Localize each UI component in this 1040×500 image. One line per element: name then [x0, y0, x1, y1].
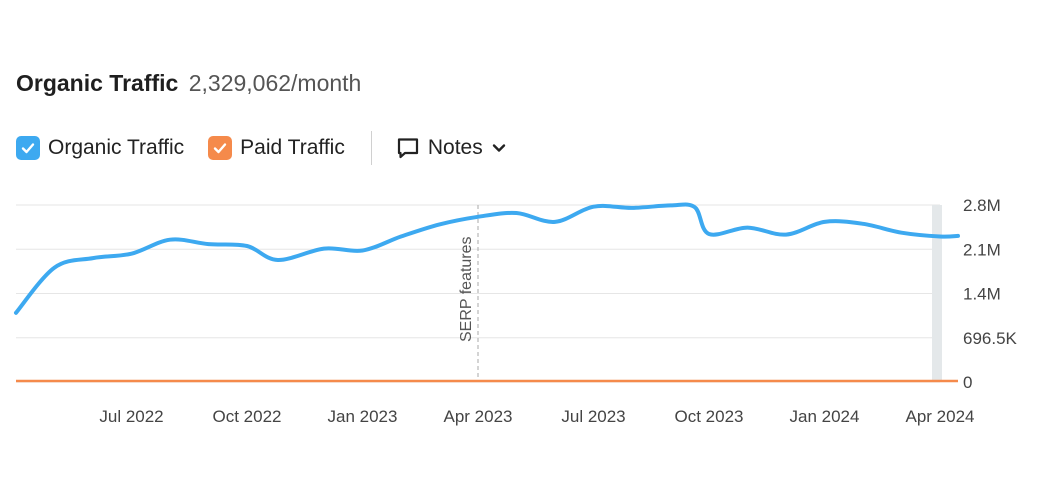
y-tick-label: 696.5K: [963, 329, 1018, 348]
legend: Organic Traffic Paid Traffic Notes: [16, 131, 507, 165]
chart-header: Organic Traffic 2,329,062/month: [16, 70, 361, 97]
y-tick-label: 0: [963, 373, 972, 392]
x-tick-label: Jan 2023: [328, 407, 398, 426]
notes-label: Notes: [427, 136, 483, 159]
x-tick-label: Oct 2022: [213, 407, 282, 426]
x-tick-label: Jul 2022: [99, 407, 163, 426]
traffic-value: 2,329,062/month: [188, 70, 362, 96]
chevron-down-icon: [492, 144, 505, 152]
y-tick-label: 1.4M: [963, 285, 1001, 304]
legend-divider: [370, 131, 372, 165]
checkmark-icon[interactable]: [208, 136, 233, 160]
legend-paid-label: Paid Traffic: [240, 136, 345, 159]
legend-organic-label: Organic Traffic: [48, 136, 185, 159]
legend-paid-traffic[interactable]: Paid Traffic: [208, 136, 345, 160]
comment-icon: [397, 138, 418, 159]
annotation-label: SERP features: [458, 236, 475, 342]
series-line-organic-traffic[interactable]: [14, 202, 960, 315]
x-tick-label: Jul 2023: [561, 407, 625, 426]
y-tick-label: 2.1M: [963, 240, 1001, 259]
x-tick-label: Jan 2024: [790, 407, 860, 426]
legend-organic-traffic[interactable]: Organic Traffic: [16, 136, 184, 160]
y-tick-label: 2.8M: [963, 196, 1001, 215]
x-tick-label: Apr 2023: [444, 407, 513, 426]
x-tick-label: Oct 2023: [675, 407, 744, 426]
chart-title: Organic Traffic: [16, 70, 179, 96]
x-tick-label: Apr 2024: [906, 407, 975, 426]
checkmark-icon[interactable]: [16, 136, 40, 160]
notes-dropdown[interactable]: Notes: [396, 136, 507, 160]
current-period-band: [932, 205, 942, 382]
